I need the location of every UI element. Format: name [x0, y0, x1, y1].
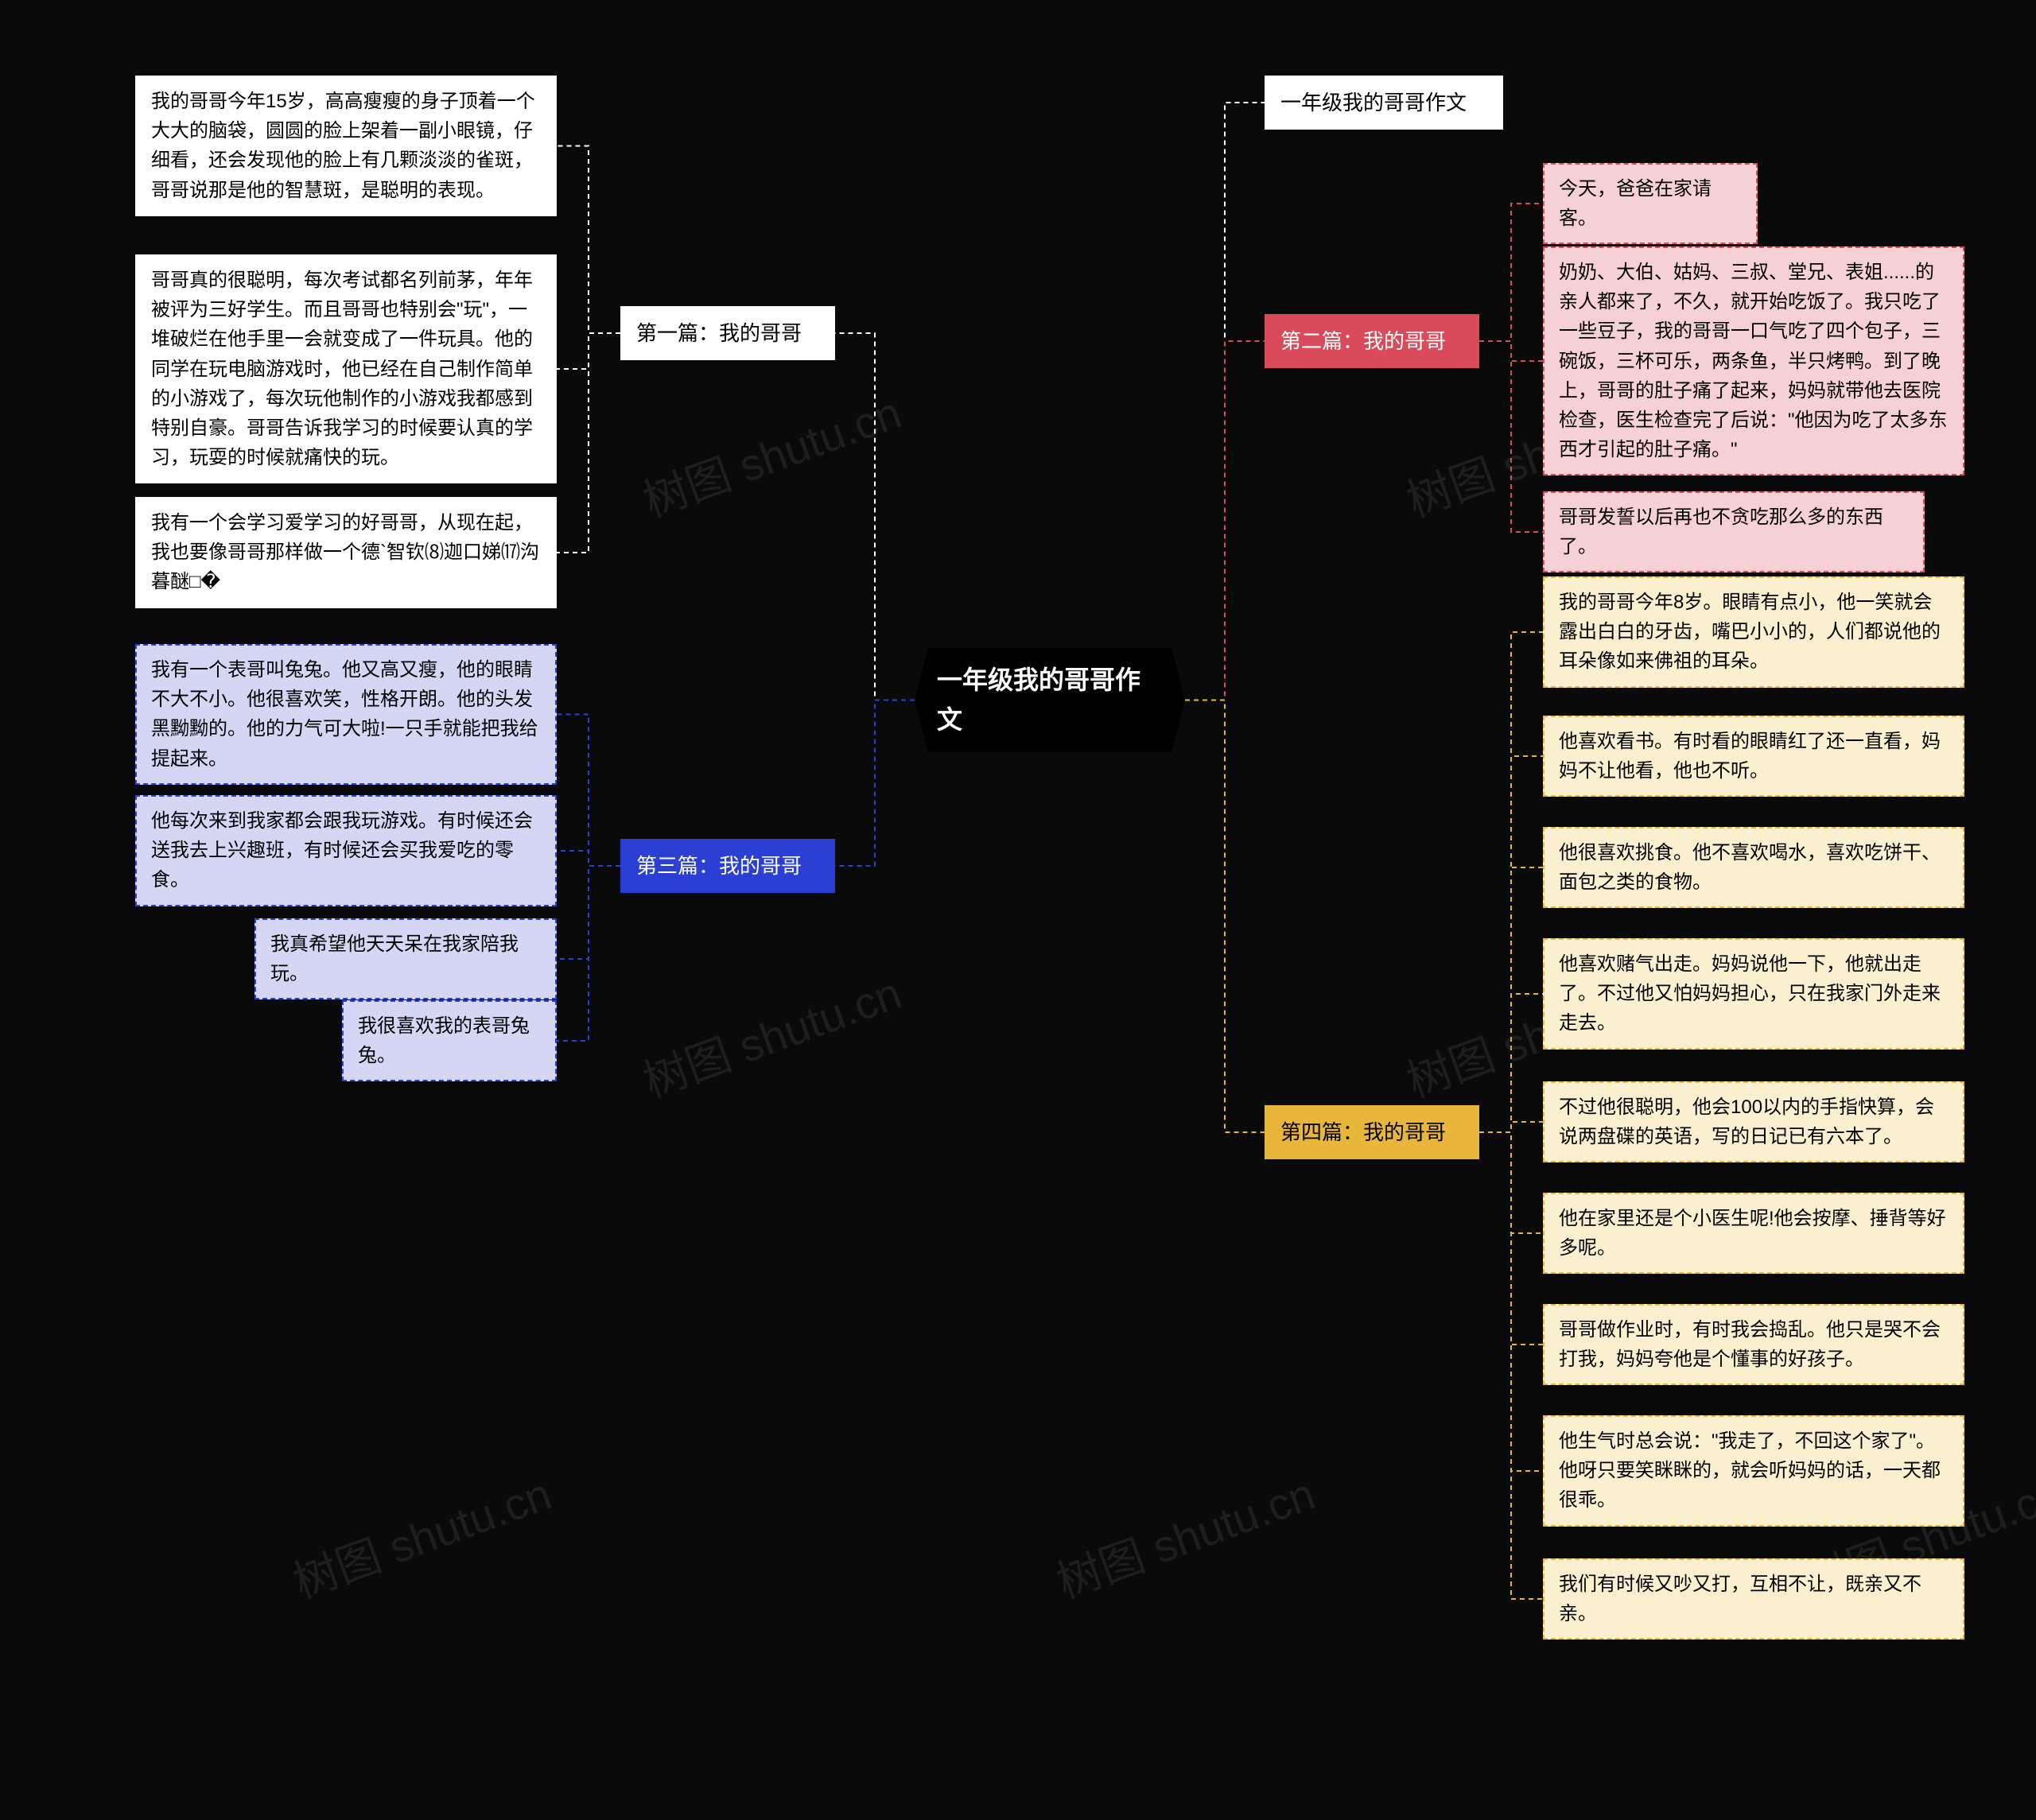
leaf-b4-0[interactable]: 我的哥哥今年8岁。眼睛有点小，他一笑就会露出白白的牙齿，嘴巴小小的，人们都说他的…: [1543, 576, 1964, 688]
watermark: 树图 shutu.cn: [1047, 1458, 1323, 1611]
watermark: 树图 shutu.cn: [283, 1458, 559, 1611]
branch-title[interactable]: 一年级我的哥哥作文: [1265, 76, 1503, 130]
leaf-b3-1[interactable]: 他每次来到我家都会跟我玩游戏。有时候还会送我去上兴趣班，有时候还会买我爱吃的零食…: [135, 795, 557, 906]
leaf-b4-5[interactable]: 他在家里还是个小医生呢!他会按摩、捶背等好多呢。: [1543, 1193, 1964, 1274]
leaf-b3-0[interactable]: 我有一个表哥叫兔兔。他又高又瘦，他的眼睛不大不小。他很喜欢笑，性格开朗。他的头发…: [135, 644, 557, 785]
branch-b2[interactable]: 第二篇：我的哥哥: [1265, 314, 1479, 368]
leaf-b2-1[interactable]: 奶奶、大伯、姑妈、三叔、堂兄、表姐......的亲人都来了，不久，就开始吃饭了。…: [1543, 246, 1964, 475]
mindmap-canvas: 树图 shutu.cn 树图 shutu.cn 树图 shutu.cn 树图 shut…: [0, 0, 2036, 1820]
watermark: 树图 shutu.cn: [633, 377, 909, 530]
leaf-b4-6[interactable]: 哥哥做作业时，有时我会捣乱。他只是哭不会打我，妈妈夸他是个懂事的好孩子。: [1543, 1304, 1964, 1385]
leaf-b4-2[interactable]: 他很喜欢挑食。他不喜欢喝水，喜欢吃饼干、面包之类的食物。: [1543, 827, 1964, 908]
leaf-b4-3[interactable]: 他喜欢赌气出走。妈妈说他一下，他就出走了。不过他又怕妈妈担心，只在我家门外走来走…: [1543, 938, 1964, 1050]
leaf-b2-2[interactable]: 哥哥发誓以后再也不贪吃那么多的东西了。: [1543, 491, 1925, 572]
leaf-b4-4[interactable]: 不过他很聪明，他会100以内的手指快算，会说两盘碟的英语，写的日记已有六本了。: [1543, 1081, 1964, 1162]
leaf-b4-8[interactable]: 我们有时候又吵又打，互相不让，既亲又不亲。: [1543, 1558, 1964, 1640]
leaf-b3-2[interactable]: 我真希望他天天呆在我家陪我玩。: [254, 918, 557, 999]
branch-b1[interactable]: 第一篇：我的哥哥: [620, 306, 835, 360]
branch-b3[interactable]: 第三篇：我的哥哥: [620, 839, 835, 893]
branch-b4[interactable]: 第四篇：我的哥哥: [1265, 1105, 1479, 1159]
leaf-b1-0[interactable]: 我的哥哥今年15岁，高高瘦瘦的身子顶着一个大大的脑袋，圆圆的脸上架着一副小眼镜，…: [135, 76, 557, 216]
leaf-b2-0[interactable]: 今天，爸爸在家请客。: [1543, 163, 1758, 244]
leaf-b4-1[interactable]: 他喜欢看书。有时看的眼睛红了还一直看，妈妈不让他看，他也不听。: [1543, 716, 1964, 797]
leaf-b1-1[interactable]: 哥哥真的很聪明，每次考试都名列前茅，年年被评为三好学生。而且哥哥也特别会"玩"，…: [135, 254, 557, 483]
watermark: 树图 shutu.cn: [633, 957, 909, 1110]
root-node[interactable]: 一年级我的哥哥作文: [915, 648, 1185, 752]
leaf-b1-2[interactable]: 我有一个会学习爱学习的好哥哥，从现在起，我也要像哥哥那样做一个德`智钦⑻迦口娣⒄…: [135, 497, 557, 608]
leaf-b4-7[interactable]: 他生气时总会说："我走了，不回这个家了"。他呀只要笑眯眯的，就会听妈妈的话，一天…: [1543, 1415, 1964, 1527]
leaf-b3-3[interactable]: 我很喜欢我的表哥兔兔。: [342, 1000, 557, 1081]
